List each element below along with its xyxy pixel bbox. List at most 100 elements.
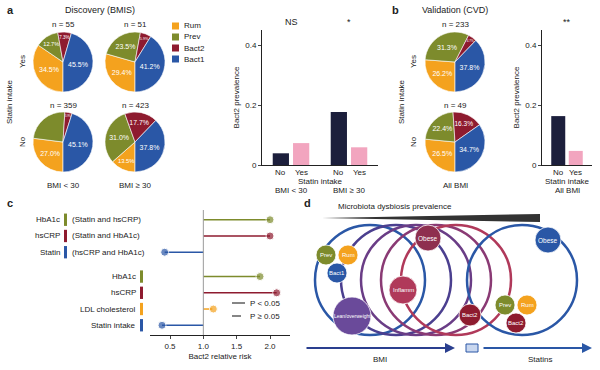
svg-text:No: No [333, 168, 344, 177]
svg-text:BMI: BMI [373, 355, 387, 364]
svg-text:hsCRP: hsCRP [35, 231, 60, 240]
svg-text:16.3%: 16.3% [454, 120, 473, 127]
svg-text:Yes: Yes [295, 168, 308, 177]
svg-text:Prev: Prev [320, 252, 332, 258]
svg-text:n = 51: n = 51 [124, 20, 147, 29]
svg-text:7.3%: 7.3% [59, 35, 69, 40]
svg-text:Yes: Yes [409, 55, 418, 68]
svg-text:*: * [347, 17, 351, 27]
svg-text:37.8%: 37.8% [460, 64, 480, 71]
svg-text:No: No [553, 168, 564, 177]
svg-text:27.0%: 27.0% [40, 150, 60, 157]
svg-text:Statins: Statins [528, 355, 552, 364]
svg-text:1.0: 1.0 [198, 342, 210, 351]
svg-text:0: 0 [532, 161, 537, 170]
svg-text:n = 49: n = 49 [444, 101, 467, 110]
svg-text:Rum: Rum [184, 21, 201, 30]
svg-text:Statin: Statin [40, 248, 60, 257]
svg-text:26.5%: 26.5% [432, 150, 452, 157]
svg-text:(hsCRP and HbA1c): (hsCRP and HbA1c) [72, 248, 145, 257]
svg-text:29.4%: 29.4% [112, 69, 132, 76]
svg-text:Inflamm: Inflamm [393, 287, 414, 293]
svg-text:BMI < 30: BMI < 30 [47, 181, 80, 190]
svg-text:1.5: 1.5 [231, 342, 243, 351]
svg-text:**: ** [563, 17, 571, 27]
svg-text:Yes: Yes [569, 168, 582, 177]
svg-text:No: No [18, 136, 27, 147]
svg-text:0.2: 0.2 [245, 101, 257, 110]
svg-text:17.7%: 17.7% [129, 119, 149, 126]
svg-text:Rum: Rum [521, 302, 534, 308]
svg-text:a: a [7, 4, 14, 16]
svg-text:Statin intake: Statin intake [298, 177, 343, 186]
svg-text:37.8%: 37.8% [140, 144, 160, 151]
svg-text:hsCRP: hsCRP [111, 288, 136, 297]
svg-text:Prev: Prev [499, 302, 511, 308]
svg-text:P ≥ 0.05: P ≥ 0.05 [250, 312, 280, 321]
svg-text:Prev: Prev [184, 32, 200, 41]
svg-text:BMI ≥ 30: BMI ≥ 30 [119, 181, 152, 190]
svg-text:45.5%: 45.5% [68, 61, 88, 68]
svg-text:Bact2: Bact2 [462, 312, 478, 318]
svg-text:0.2: 0.2 [525, 101, 537, 110]
svg-text:Statin intake: Statin intake [397, 79, 406, 124]
svg-text:HbA1c: HbA1c [36, 215, 60, 224]
svg-text:n = 55: n = 55 [52, 20, 75, 29]
svg-text:Bact2 relative risk: Bact2 relative risk [188, 352, 252, 361]
svg-text:P < 0.05: P < 0.05 [250, 299, 280, 308]
svg-text:(Statin and hsCRP): (Statin and hsCRP) [72, 215, 141, 224]
svg-text:Bact2 prevalence: Bact2 prevalence [232, 66, 241, 128]
svg-text:n = 423: n = 423 [122, 101, 149, 110]
svg-text:2.0: 2.0 [264, 342, 276, 351]
svg-text:Bact2 prevalence: Bact2 prevalence [512, 66, 521, 128]
svg-text:Rum: Rum [342, 252, 355, 258]
svg-text:No: No [409, 136, 418, 147]
svg-text:LDL cholesterol: LDL cholesterol [80, 305, 136, 314]
svg-text:Microbiota dysbiosis prevalenc: Microbiota dysbiosis prevalence [338, 202, 452, 211]
svg-text:NS: NS [285, 17, 298, 27]
svg-text:4.7%: 4.7% [467, 39, 474, 43]
svg-text:n = 233: n = 233 [442, 20, 469, 29]
svg-text:Bact1: Bact1 [329, 270, 345, 276]
svg-text:Discovery (BMIS): Discovery (BMIS) [65, 5, 135, 15]
svg-text:3.9%: 3.9% [65, 114, 72, 118]
svg-text:12.7%: 12.7% [43, 41, 59, 47]
svg-text:Yes: Yes [353, 168, 366, 177]
svg-text:0.4: 0.4 [525, 41, 537, 50]
svg-text:n = 359: n = 359 [50, 101, 77, 110]
svg-text:(Statin and HbA1c): (Statin and HbA1c) [72, 231, 140, 240]
svg-text:Statin intake: Statin intake [5, 79, 14, 124]
svg-text:c: c [7, 197, 13, 209]
svg-text:Statin intake: Statin intake [91, 321, 136, 330]
svg-text:34.7%: 34.7% [459, 146, 479, 153]
svg-text:31.3%: 31.3% [437, 44, 457, 51]
svg-text:HbA1c: HbA1c [112, 272, 136, 281]
svg-text:0.5: 0.5 [164, 342, 176, 351]
svg-text:45.1%: 45.1% [68, 141, 88, 148]
svg-text:13.5%: 13.5% [118, 158, 134, 164]
svg-text:41.2%: 41.2% [140, 63, 160, 70]
svg-text:0.4: 0.4 [245, 41, 257, 50]
svg-text:Bact2: Bact2 [184, 44, 205, 53]
svg-text:Lean/overweight: Lean/overweight [334, 313, 371, 319]
svg-text:22.4%: 22.4% [432, 125, 452, 132]
svg-text:Statin intake: Statin intake [545, 177, 590, 186]
svg-text:0: 0 [252, 161, 257, 170]
svg-text:34.5%: 34.5% [39, 66, 59, 73]
svg-text:d: d [304, 197, 311, 209]
svg-text:Bact2: Bact2 [508, 320, 524, 326]
svg-text:All BMI: All BMI [443, 181, 468, 190]
svg-text:No: No [275, 168, 286, 177]
svg-text:5.9%: 5.9% [140, 37, 149, 41]
svg-text:BMI ≥ 30: BMI ≥ 30 [333, 186, 366, 195]
svg-text:Obese: Obese [418, 235, 438, 242]
svg-text:b: b [392, 4, 399, 16]
svg-text:Validation (CVD): Validation (CVD) [422, 5, 488, 15]
svg-text:26.2%: 26.2% [432, 70, 452, 77]
svg-text:Obese: Obese [538, 237, 558, 244]
svg-text:All BMI: All BMI [555, 186, 580, 195]
svg-text:Yes: Yes [18, 55, 27, 68]
svg-text:31.0%: 31.0% [109, 134, 129, 141]
svg-text:23.5%: 23.5% [116, 43, 136, 50]
svg-text:Bact1: Bact1 [184, 55, 205, 64]
